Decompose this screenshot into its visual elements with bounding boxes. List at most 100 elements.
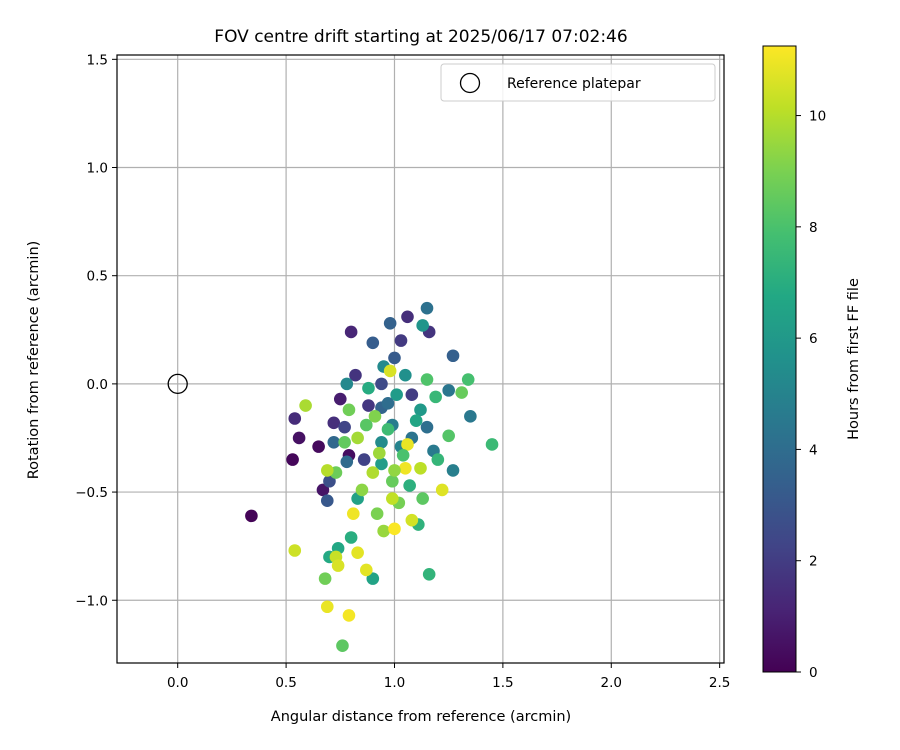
scatter-point bbox=[381, 423, 395, 436]
scatter-point bbox=[349, 368, 362, 382]
scatter-point bbox=[416, 319, 429, 332]
scatter-point bbox=[331, 559, 345, 572]
scatter-point bbox=[442, 429, 455, 443]
y-tick-label: 1.0 bbox=[87, 161, 108, 177]
scatter-point bbox=[360, 418, 373, 432]
scatter-point bbox=[386, 492, 399, 505]
scatter-point bbox=[420, 420, 434, 434]
scatter-point bbox=[405, 388, 419, 402]
scatter-point bbox=[340, 377, 354, 391]
scatter-point bbox=[368, 410, 382, 423]
scatter-point bbox=[399, 368, 412, 382]
scatter-point bbox=[355, 483, 369, 497]
x-tick-label: 2.0 bbox=[601, 675, 622, 691]
scatter-point bbox=[357, 453, 371, 466]
scatter-point bbox=[446, 464, 460, 477]
scatter-point bbox=[342, 609, 356, 622]
scatter-point bbox=[316, 483, 330, 497]
scatter-point bbox=[414, 461, 427, 475]
scatter-point bbox=[464, 410, 477, 423]
scatter-point bbox=[401, 438, 414, 451]
colorbar-label: Hours from first FF file bbox=[846, 278, 862, 440]
scatter-point bbox=[405, 513, 419, 527]
x-axis-ticks: 0.0 0.5 1.0 1.5 2.0 2.5 bbox=[167, 663, 730, 691]
scatter-point bbox=[323, 474, 336, 488]
scatter-point bbox=[409, 414, 423, 427]
x-tick-label: 0.5 bbox=[275, 675, 296, 691]
scatter-point bbox=[420, 373, 434, 386]
colorbar-tick-label: 4 bbox=[809, 442, 818, 458]
scatter-point bbox=[338, 420, 351, 434]
y-tick-label: 0.0 bbox=[87, 377, 108, 393]
scatter-point bbox=[416, 492, 429, 505]
legend: Reference platepar bbox=[440, 63, 716, 102]
scatter-point bbox=[414, 403, 427, 417]
y-tick-label: 1.5 bbox=[87, 52, 108, 68]
scatter-point bbox=[370, 507, 384, 521]
scatter-point bbox=[386, 474, 399, 488]
scatter-point bbox=[320, 464, 334, 477]
x-axis-label: Angular distance from reference (arcmin) bbox=[271, 709, 571, 725]
scatter-point bbox=[362, 381, 375, 395]
x-tick-label: 2.5 bbox=[709, 675, 730, 691]
scatter-point bbox=[338, 436, 351, 449]
scatter-point bbox=[366, 336, 380, 350]
scatter-point bbox=[245, 509, 258, 523]
scatter-point bbox=[461, 373, 475, 386]
colorbar-gradient bbox=[762, 45, 797, 673]
scatter-point bbox=[360, 563, 373, 577]
scatter-point bbox=[375, 457, 388, 471]
x-tick-label: 0.0 bbox=[167, 675, 188, 691]
scatter-point bbox=[351, 546, 364, 559]
scatter-point bbox=[320, 494, 334, 508]
scatter-point bbox=[333, 392, 347, 406]
colorbar-tick-label: 10 bbox=[809, 109, 826, 125]
scatter-point bbox=[435, 483, 449, 497]
scatter-point bbox=[366, 572, 380, 585]
scatter-point bbox=[327, 416, 341, 430]
scatter-point bbox=[455, 386, 468, 399]
scatter-point bbox=[299, 399, 312, 412]
scatter-point bbox=[288, 412, 302, 425]
y-tick-label: −1.0 bbox=[75, 593, 108, 609]
scatter-point bbox=[375, 377, 388, 391]
scatter-point bbox=[485, 438, 499, 451]
plot-frame bbox=[116, 54, 725, 664]
scatter-point bbox=[446, 349, 460, 363]
legend-box bbox=[440, 63, 716, 102]
scatter-point bbox=[375, 436, 388, 449]
scatter-point bbox=[344, 325, 358, 339]
scatter-point bbox=[383, 364, 397, 378]
scatter-point bbox=[346, 507, 360, 521]
scatter-points bbox=[245, 301, 499, 652]
colorbar-tick-label: 6 bbox=[809, 331, 818, 347]
scatter-point bbox=[366, 466, 380, 479]
scatter-point bbox=[342, 403, 356, 417]
scatter-point bbox=[388, 351, 401, 365]
reference-point bbox=[167, 373, 188, 395]
scatter-point bbox=[377, 524, 390, 538]
scatter-point bbox=[318, 572, 332, 585]
y-axis-ticks: −1.0 −0.5 0.0 0.5 1.0 1.5 bbox=[75, 52, 117, 609]
scatter-point bbox=[381, 397, 395, 410]
y-tick-label: −0.5 bbox=[75, 485, 108, 501]
x-tick-label: 1.5 bbox=[492, 675, 513, 691]
y-axis-label: Rotation from reference (arcmin) bbox=[26, 241, 42, 480]
scatter-point bbox=[388, 522, 401, 536]
scatter-point bbox=[383, 316, 397, 330]
scatter-point bbox=[344, 531, 358, 544]
colorbar-tick-label: 2 bbox=[809, 554, 818, 570]
scatter-point bbox=[394, 334, 408, 347]
scatter-point bbox=[340, 455, 354, 469]
scatter-point bbox=[320, 600, 334, 614]
scatter-point bbox=[431, 453, 445, 466]
scatter-point bbox=[422, 567, 436, 581]
scatter-point bbox=[286, 453, 299, 466]
scatter-point bbox=[399, 461, 412, 475]
colorbar-tick-label: 0 bbox=[809, 665, 818, 681]
scatter-point bbox=[429, 390, 442, 404]
legend-marker-reference bbox=[459, 72, 481, 94]
scatter-point bbox=[292, 431, 306, 445]
colorbar: 0 2 4 6 8 10 Hours from first FF file bbox=[762, 45, 862, 681]
